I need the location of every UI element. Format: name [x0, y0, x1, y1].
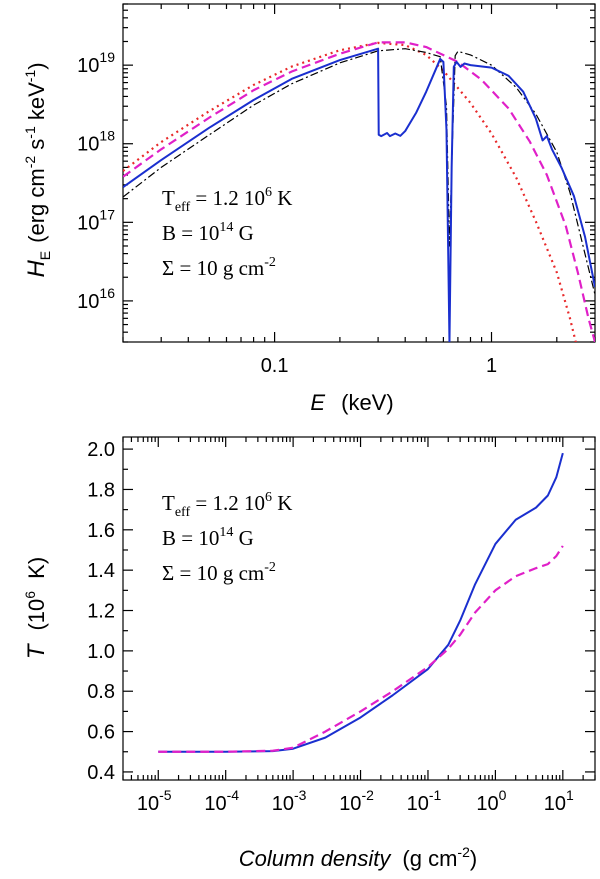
- temperature-y-unit-3: K): [24, 557, 49, 585]
- temperature-y-tick-label: 1.0: [87, 641, 115, 663]
- spectrum-series-red-dotted: [123, 41, 577, 342]
- spectrum-x-symbol: E: [310, 390, 325, 415]
- temperature-y-tick-label: 0.6: [87, 722, 115, 744]
- temperature-y-tick-label: 1.2: [87, 601, 115, 623]
- temperature-x-tick-label: 101: [544, 787, 574, 815]
- spectrum-y-tick-label: 1017: [77, 206, 115, 234]
- spectrum-y-unit-2: -2: [22, 156, 38, 169]
- temperature-y-symbol: T: [23, 642, 50, 659]
- temperature-y-unit-2: 6: [22, 591, 38, 599]
- spectrum-x-tick-label: 1: [486, 355, 497, 377]
- spectrum-y-unit-4: -1: [22, 126, 38, 139]
- temperature-series-magenta-dashed: [158, 545, 564, 753]
- spectrum-y-axis-title: HE(erg cm-2 s-1 keV-1): [22, 62, 53, 277]
- spectrum-y-unit-3: s: [24, 139, 49, 156]
- spectrum-y-symbol: H: [23, 260, 50, 278]
- temperature-y-tick-label: 1.8: [87, 479, 115, 501]
- temperature-x-tick-label: 10-4: [204, 787, 239, 815]
- temperature-annotation-line: Teff = 1.2 106 K: [162, 490, 292, 520]
- spectrum-annotation: Teff = 1.2 106 K B = 1014 G Σ = 10 g cm-2: [162, 185, 292, 280]
- temperature-x-unit-3: ): [470, 846, 477, 871]
- spectrum-y-tick-label: 1019: [77, 49, 115, 77]
- temperature-x-tick-label: 10-3: [272, 787, 307, 815]
- temperature-x-tick-label: 10-5: [137, 787, 172, 815]
- spectrum-y-unit-1: (erg cm: [24, 168, 49, 243]
- temperature-x-unit-2: -2: [457, 844, 470, 860]
- spectrum-plot-frame: [122, 3, 596, 343]
- spectrum-y-tick-label: 1016: [77, 285, 115, 313]
- spectrum-series-black-dashdot: [123, 48, 595, 295]
- temperature-y-tick-label: 0.8: [87, 681, 115, 703]
- temperature-y-tick-label: 1.4: [87, 560, 115, 582]
- temperature-y-tick-label: 0.4: [87, 762, 115, 784]
- temperature-plot-frame: [122, 436, 596, 781]
- spectrum-y-subscript: E: [37, 251, 53, 260]
- spectrum-x-unit: (keV): [341, 390, 394, 415]
- spectrum-x-tick-label: 0.1: [261, 355, 289, 377]
- spectrum-series-magenta-dashed: [123, 41, 595, 342]
- temperature-annotation-line: B = 1014 G: [162, 525, 254, 550]
- spectrum-annotation-line: B = 1014 G: [162, 220, 254, 245]
- temperature-panel: 10-5 10-4 10-3 10-2 10-1 100 101 0.4 0.6 0.8 1.0 1.…: [22, 436, 596, 871]
- spectrum-y-unit-7: ): [24, 62, 49, 69]
- temperature-x-axis-title: Column density (g cm-2): [239, 844, 477, 871]
- temperature-annotation-line: Σ = 10 g cm-2: [162, 560, 276, 585]
- spectrum-series-blue-solid: [123, 47, 595, 342]
- temperature-annotation: Teff = 1.2 106 K B = 1014 G Σ = 10 g cm-2: [162, 490, 292, 585]
- temperature-y-axis-title: T (106 K): [22, 557, 50, 659]
- spectrum-annotation-line: Teff = 1.2 106 K: [162, 185, 292, 215]
- temperature-y-unit-1: (10: [24, 599, 49, 631]
- temperature-x-tick-label: 10-2: [339, 787, 374, 815]
- temperature-x-unit-1: (g cm: [402, 846, 457, 871]
- spectrum-y-unit-5: keV: [24, 82, 49, 126]
- spectrum-y-unit-6: -1: [22, 70, 38, 83]
- spectrum-x-axis-title: E (keV): [310, 390, 393, 415]
- temperature-x-title-text: Column density: [239, 846, 393, 871]
- temperature-x-tick-label: 100: [476, 787, 506, 815]
- temperature-y-tick-label: 2.0: [87, 439, 115, 461]
- spectrum-y-tick-label: 1018: [77, 128, 115, 156]
- temperature-y-tick-label: 1.6: [87, 520, 115, 542]
- temperature-x-tick-label: 10-1: [407, 787, 442, 815]
- spectrum-annotation-line: Σ = 10 g cm-2: [162, 255, 276, 280]
